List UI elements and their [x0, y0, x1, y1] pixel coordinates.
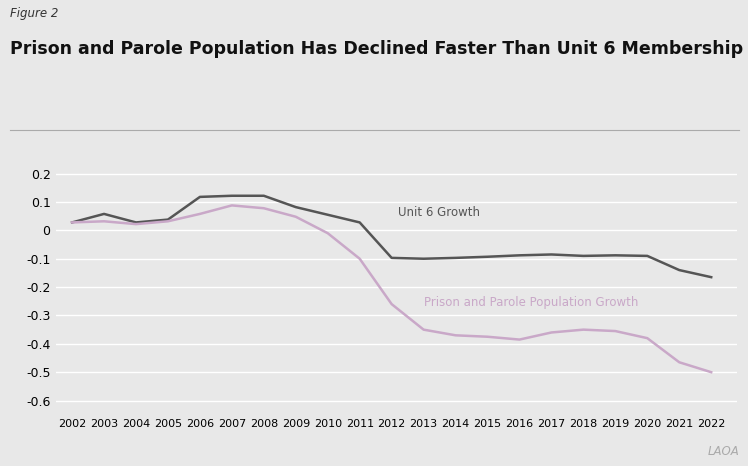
- Text: Prison and Parole Population Growth: Prison and Parole Population Growth: [423, 296, 638, 309]
- Text: Unit 6 Growth: Unit 6 Growth: [398, 206, 480, 219]
- Text: LAOΑ: LAOΑ: [708, 445, 739, 458]
- Text: Figure 2: Figure 2: [10, 7, 58, 20]
- Text: Prison and Parole Population Has Declined Faster Than Unit 6 Membership: Prison and Parole Population Has Decline…: [10, 40, 743, 58]
